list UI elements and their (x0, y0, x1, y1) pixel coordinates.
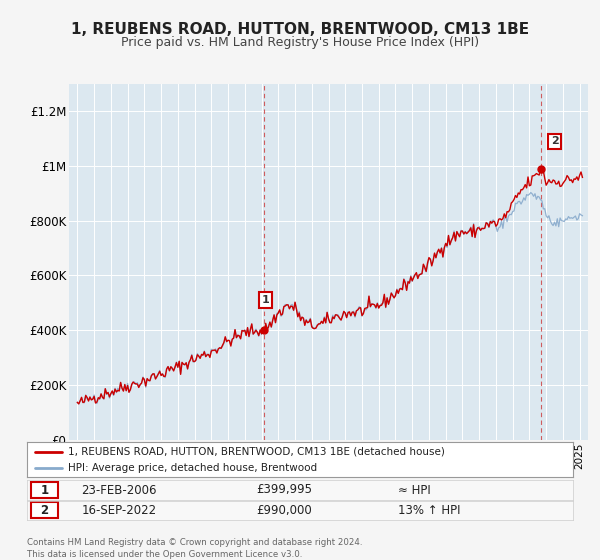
Text: 13% ↑ HPI: 13% ↑ HPI (398, 503, 461, 517)
Text: £399,995: £399,995 (256, 483, 313, 497)
Text: 16-SEP-2022: 16-SEP-2022 (82, 503, 157, 517)
Text: ≈ HPI: ≈ HPI (398, 483, 431, 497)
Text: Contains HM Land Registry data © Crown copyright and database right 2024.
This d: Contains HM Land Registry data © Crown c… (27, 538, 362, 559)
Text: 1: 1 (262, 295, 269, 305)
Text: 23-FEB-2006: 23-FEB-2006 (82, 483, 157, 497)
Text: 1: 1 (40, 483, 49, 497)
Text: 1, REUBENS ROAD, HUTTON, BRENTWOOD, CM13 1BE: 1, REUBENS ROAD, HUTTON, BRENTWOOD, CM13… (71, 22, 529, 38)
FancyBboxPatch shape (31, 502, 58, 518)
Text: Price paid vs. HM Land Registry's House Price Index (HPI): Price paid vs. HM Land Registry's House … (121, 36, 479, 49)
Text: 2: 2 (551, 137, 559, 147)
Text: 1, REUBENS ROAD, HUTTON, BRENTWOOD, CM13 1BE (detached house): 1, REUBENS ROAD, HUTTON, BRENTWOOD, CM13… (68, 447, 445, 457)
FancyBboxPatch shape (31, 482, 58, 498)
Text: £990,000: £990,000 (256, 503, 312, 517)
Text: HPI: Average price, detached house, Brentwood: HPI: Average price, detached house, Bren… (68, 464, 317, 473)
Text: 2: 2 (40, 503, 49, 517)
